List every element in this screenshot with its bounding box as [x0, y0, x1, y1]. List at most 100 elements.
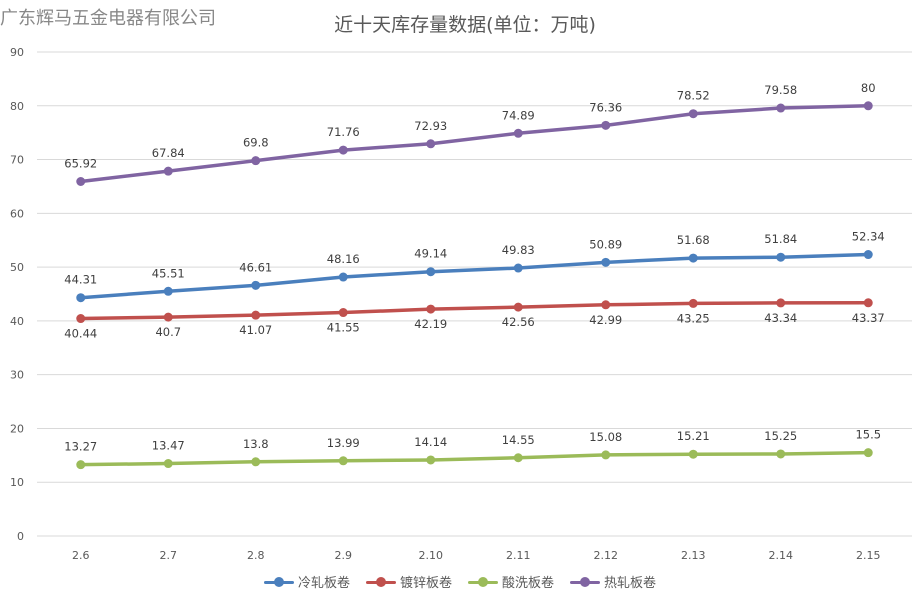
data-point	[863, 298, 873, 308]
data-point	[688, 253, 698, 263]
x-tick-label: 2.12	[594, 549, 619, 562]
data-point	[863, 448, 873, 458]
chart-title: 近十天库存量数据(单位：万吨)	[334, 14, 596, 36]
data-label: 50.89	[589, 237, 622, 251]
data-point	[251, 310, 261, 320]
data-point	[426, 455, 436, 465]
y-tick-label: 0	[17, 530, 24, 543]
legend-label: 镀锌板卷	[399, 576, 452, 591]
data-point	[863, 101, 873, 111]
data-point	[513, 128, 523, 138]
x-tick-label: 2.15	[856, 549, 881, 562]
series-line	[79, 301, 870, 321]
data-label: 42.19	[414, 317, 447, 331]
data-label: 15.25	[764, 429, 797, 443]
data-label: 65.92	[64, 156, 97, 170]
data-point	[163, 312, 173, 322]
data-point	[251, 457, 261, 467]
data-point	[776, 103, 786, 113]
data-label: 42.99	[589, 313, 622, 327]
data-label: 69.8	[243, 136, 269, 150]
data-label: 13.47	[152, 439, 185, 453]
data-label: 48.16	[327, 252, 360, 266]
x-tick-label: 2.11	[506, 549, 531, 562]
data-point	[338, 145, 348, 155]
data-label: 80	[861, 81, 876, 95]
y-tick-label: 10	[10, 476, 24, 489]
data-label: 79.58	[764, 83, 797, 97]
data-point	[513, 302, 523, 312]
data-label: 13.99	[327, 436, 360, 450]
data-label: 14.55	[502, 433, 535, 447]
data-label: 41.07	[239, 323, 272, 337]
series-line	[79, 450, 870, 467]
data-point	[163, 286, 173, 296]
data-point	[688, 109, 698, 119]
data-label: 13.8	[243, 437, 269, 451]
data-label: 41.55	[327, 321, 360, 335]
data-point	[601, 300, 611, 310]
data-label: 74.89	[502, 108, 535, 122]
data-point	[688, 449, 698, 459]
data-label: 46.61	[239, 260, 272, 274]
data-label: 42.56	[502, 315, 535, 329]
data-point	[513, 263, 523, 273]
data-point	[338, 272, 348, 282]
data-label: 78.52	[677, 89, 710, 103]
legend-swatch	[365, 576, 396, 588]
y-tick-label: 40	[10, 315, 24, 328]
data-label: 15.5	[855, 428, 881, 442]
data-label: 72.93	[414, 119, 447, 133]
y-tick-label: 60	[10, 207, 24, 220]
data-label: 51.84	[764, 232, 797, 246]
legend-label: 酸洗板卷	[502, 576, 555, 591]
data-label: 43.37	[852, 311, 885, 325]
data-point	[163, 166, 173, 176]
data-point	[513, 453, 523, 463]
data-point	[426, 267, 436, 277]
data-label: 15.21	[677, 429, 710, 443]
legend-swatch	[468, 576, 498, 588]
data-label: 43.25	[677, 311, 710, 325]
data-label: 45.51	[152, 266, 185, 280]
data-point	[601, 120, 611, 130]
line-chart: 0 10 20 30 40 50 60 70 80 90 2.6 2.7 2.8 2.9 2.10 2.11 2…	[10, 46, 912, 562]
legend: 冷轧板卷 镀锌板卷 酸洗板卷 热轧板卷	[0, 572, 920, 591]
x-tick-label: 2.10	[419, 549, 444, 562]
data-label: 71.76	[327, 125, 360, 139]
data-point	[601, 257, 611, 267]
data-label: 51.68	[677, 233, 710, 247]
y-tick-label: 70	[10, 154, 24, 167]
x-tick-label: 2.8	[247, 549, 265, 562]
data-point	[338, 456, 348, 466]
data-point	[251, 156, 261, 166]
y-tick-label: 20	[10, 422, 24, 435]
data-point	[338, 308, 348, 318]
data-label: 40.7	[155, 325, 181, 339]
data-label: 15.08	[589, 430, 622, 444]
data-point	[163, 459, 173, 469]
legend-swatch	[570, 576, 601, 588]
x-tick-label: 2.6	[72, 549, 90, 562]
x-tick-label: 2.13	[681, 549, 706, 562]
x-tick-label: 2.14	[769, 549, 794, 562]
data-label: 76.36	[589, 100, 622, 114]
legend-item: 冷轧板卷	[263, 572, 350, 591]
y-tick-label: 80	[10, 100, 24, 113]
legend-label: 冷轧板卷	[297, 576, 350, 591]
legend-item: 酸洗板卷	[468, 572, 554, 591]
data-point	[776, 449, 786, 459]
data-point	[426, 304, 436, 314]
data-label: 40.44	[64, 327, 97, 341]
data-point	[251, 280, 261, 290]
legend-item: 镀锌板卷	[365, 572, 452, 591]
data-point	[863, 250, 873, 260]
y-tick-label: 30	[10, 369, 24, 382]
y-tick-label: 50	[10, 261, 24, 274]
data-point	[426, 139, 436, 149]
data-point	[76, 460, 86, 470]
series-line	[79, 104, 870, 184]
x-tick-label: 2.9	[335, 549, 353, 562]
data-point	[688, 298, 698, 308]
data-point	[76, 293, 86, 303]
